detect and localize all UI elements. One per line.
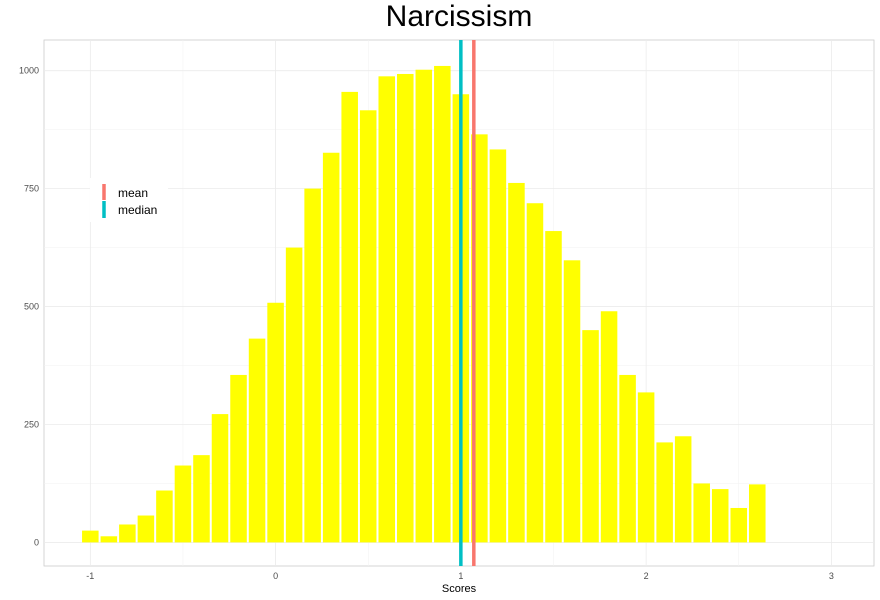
- axes: 0 250 500 750 1000 -1 0 1 2 3: [19, 66, 834, 581]
- histogram-bar: [749, 484, 766, 543]
- histogram-bar: [600, 311, 618, 543]
- histogram-bar: [137, 515, 155, 543]
- legend: mean median: [90, 178, 168, 222]
- histogram-bar: [489, 149, 507, 543]
- histogram-bar: [193, 455, 210, 543]
- y-tick-label: 0: [34, 537, 39, 547]
- histogram-bar: [119, 524, 136, 543]
- histogram-bar: [100, 536, 118, 543]
- chart-title: Narcissism: [385, 0, 533, 33]
- y-tick-label: 500: [24, 302, 39, 312]
- histogram-bar: [248, 338, 266, 543]
- histogram-bar: [434, 65, 451, 543]
- histogram-bar: [415, 69, 433, 543]
- histogram-bar: [211, 414, 229, 543]
- bars: [82, 65, 766, 543]
- histogram-bar: [82, 530, 99, 543]
- reference-lines: [459, 40, 476, 566]
- histogram-bar: [397, 73, 414, 543]
- histogram-bar: [545, 231, 562, 543]
- histogram-bar: [359, 110, 377, 543]
- x-tick-label: -1: [86, 571, 94, 581]
- y-tick-label: 1000: [19, 66, 39, 76]
- histogram-bar: [156, 490, 173, 543]
- histogram-bar: [267, 302, 284, 543]
- x-tick-label: 2: [644, 571, 649, 581]
- histogram-bar: [304, 188, 321, 543]
- histogram-bar: [674, 436, 692, 543]
- histogram-bar: [711, 489, 729, 543]
- histogram-bar: [378, 76, 396, 543]
- histogram-bar: [582, 330, 599, 543]
- x-axis-title: Scores: [442, 583, 477, 595]
- histogram-bar: [637, 392, 655, 543]
- histogram-bar: [656, 442, 673, 543]
- histogram-bar: [508, 182, 525, 543]
- histogram-bar: [619, 374, 636, 543]
- histogram-bar: [730, 507, 748, 543]
- legend-label-median: median: [118, 203, 157, 217]
- x-tick-label: 0: [273, 571, 278, 581]
- histogram-bar: [230, 374, 247, 543]
- x-tick-label: 1: [458, 571, 463, 581]
- legend-label-mean: mean: [118, 186, 148, 200]
- histogram-bar: [563, 260, 581, 543]
- histogram-bar: [693, 483, 710, 543]
- histogram-bar: [526, 203, 544, 543]
- histogram-bar: [174, 465, 192, 543]
- histogram-bar: [322, 152, 340, 543]
- histogram-bar: [341, 91, 358, 543]
- x-tick-label: 3: [829, 571, 834, 581]
- y-tick-label: 750: [24, 184, 39, 194]
- histogram-bar: [285, 247, 303, 543]
- y-tick-label: 250: [24, 419, 39, 429]
